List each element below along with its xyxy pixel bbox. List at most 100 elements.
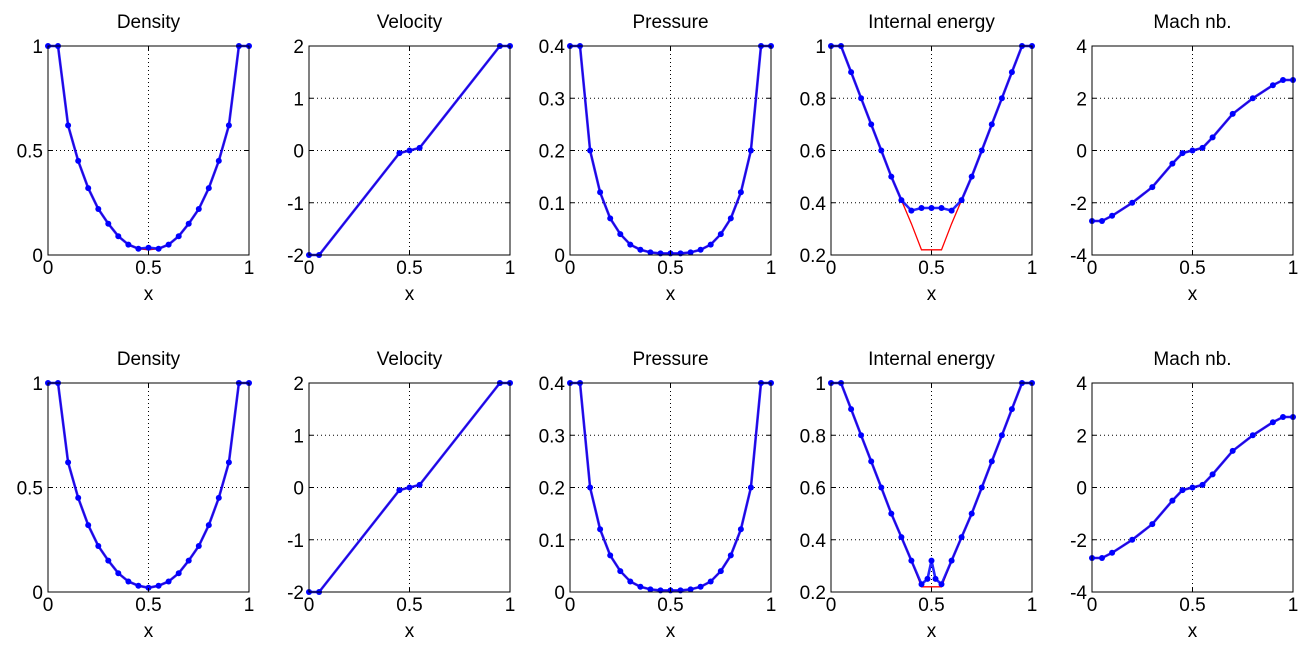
numerical-data-point xyxy=(1099,218,1105,224)
subplot-1: 0 0.5 1 0 0.5 1 Density x xyxy=(17,12,255,305)
x-tick-label: 0 xyxy=(43,258,54,279)
numerical-data-point xyxy=(105,557,112,564)
x-tick-label: 1 xyxy=(766,258,777,279)
numerical-data-point xyxy=(185,220,192,227)
numerical-data-point xyxy=(1129,199,1136,206)
x-tick-label: 1 xyxy=(1027,595,1038,616)
numerical-data-point xyxy=(1249,432,1256,439)
y-tick-label: 0 xyxy=(1076,142,1087,163)
numerical-data-point xyxy=(65,122,72,129)
subplot-title: Internal energy xyxy=(868,12,995,33)
numerical-data-point xyxy=(1179,150,1186,157)
y-tick-label: 0 xyxy=(1076,479,1087,500)
x-axis-label: x xyxy=(666,621,676,642)
numerical-data-point xyxy=(75,157,82,164)
numerical-data-point xyxy=(747,484,754,491)
numerical-data-point xyxy=(918,581,925,588)
y-tick-label: 0.1 xyxy=(539,531,565,552)
x-tick-label: 0.5 xyxy=(1179,258,1205,279)
numerical-data-point xyxy=(165,578,172,585)
numerical-data-point xyxy=(135,582,142,589)
subplot-4: 0 0.5 1 0.2 0.4 0.6 0.8 1 Internal energy x xyxy=(800,12,1038,305)
numerical-data-point xyxy=(205,185,212,192)
y-tick-label: 0.3 xyxy=(539,426,565,447)
numerical-data-point xyxy=(898,197,905,204)
exact-solution-line xyxy=(831,382,1032,588)
numerical-data-point xyxy=(968,510,975,517)
y-tick-label: -2 xyxy=(287,583,304,604)
numerical-data-point xyxy=(1249,95,1256,102)
x-tick-label: 0.5 xyxy=(135,595,161,616)
numerical-data-point xyxy=(988,458,995,465)
numerical-data-point xyxy=(978,147,985,154)
x-axis-label: x xyxy=(144,621,154,642)
numerical-data-point xyxy=(416,144,423,151)
numerical-data-point xyxy=(848,406,855,413)
x-tick-label: 1 xyxy=(766,595,777,616)
numerical-data-point xyxy=(878,484,885,491)
numerical-data-point xyxy=(1109,549,1116,556)
y-tick-label: 0.4 xyxy=(800,531,827,552)
x-axis-label: x xyxy=(1188,284,1198,305)
subplot-6: 0 0.5 1 0 0.5 1 Density x xyxy=(17,349,255,642)
numerical-data-point xyxy=(95,206,102,212)
y-tick-label: 2 xyxy=(293,374,304,395)
x-tick-label: 0 xyxy=(565,258,576,279)
numerical-data-point xyxy=(225,459,232,466)
y-tick-label: 0.8 xyxy=(800,426,826,447)
y-tick-label: 2 xyxy=(1076,426,1087,447)
subplot-title: Pressure xyxy=(632,12,708,33)
x-tick-label: 1 xyxy=(505,258,516,279)
y-tick-label: 0.4 xyxy=(539,374,566,395)
y-tick-label: -2 xyxy=(1070,194,1087,215)
subplot-title: Density xyxy=(117,349,181,370)
x-tick-label: 0.5 xyxy=(1179,595,1205,616)
numerical-data-point xyxy=(617,231,624,238)
subplot-title: Mach nb. xyxy=(1153,349,1231,370)
numerical-data-point xyxy=(1189,484,1196,491)
y-tick-label: 0.2 xyxy=(800,246,826,267)
exact-solution-line xyxy=(48,382,249,589)
numerical-data-point xyxy=(406,147,413,154)
x-tick-label: 0.5 xyxy=(396,595,422,616)
numerical-data-point xyxy=(215,494,222,501)
numerical-data-point xyxy=(878,147,885,154)
numerical-data-point xyxy=(1008,69,1015,76)
numerical-data-point xyxy=(932,575,939,582)
subplot-7: 0 0.5 1 -2 -1 0 1 2 Velocity x xyxy=(287,349,515,642)
numerical-data-point xyxy=(125,578,132,585)
y-tick-label: 4 xyxy=(1076,37,1087,58)
numerical-data-point xyxy=(998,432,1005,439)
numerical-data-point xyxy=(85,185,92,192)
numerical-data-point xyxy=(115,570,122,577)
numerical-data-point xyxy=(105,220,112,227)
numerical-data-point xyxy=(747,147,754,154)
numerical-data-point xyxy=(637,583,644,590)
numerical-data-point xyxy=(597,189,604,196)
numerical-data-point xyxy=(858,95,865,102)
x-axis-label: x xyxy=(1188,621,1198,642)
x-tick-label: 0.5 xyxy=(918,595,944,616)
x-axis-label: x xyxy=(927,621,937,642)
numerical-data-point xyxy=(607,552,614,559)
y-tick-label: 0.3 xyxy=(539,89,565,110)
numerical-data-point xyxy=(848,69,855,76)
numerical-data-point xyxy=(637,246,644,253)
numerical-data-point xyxy=(858,432,865,439)
numerical-data-point xyxy=(1209,471,1216,478)
numerical-data-point xyxy=(1199,481,1206,488)
x-tick-label: 0 xyxy=(565,595,576,616)
subplot-title: Mach nb. xyxy=(1153,12,1231,33)
subplot-2: 0 0.5 1 -2 -1 0 1 2 Velocity x xyxy=(287,12,515,305)
numerical-data-point xyxy=(627,241,634,248)
numerical-data-point xyxy=(416,481,423,488)
subplot-5: 0 0.5 1 -4 -2 0 2 4 Mach nb. x xyxy=(1070,12,1298,305)
numerical-data-point xyxy=(607,215,614,222)
numerical-data-point xyxy=(175,233,182,240)
y-tick-label: -4 xyxy=(1070,246,1087,267)
x-tick-label: 0.5 xyxy=(918,258,944,279)
numerical-data-point xyxy=(627,578,634,585)
y-tick-label: 1 xyxy=(815,37,826,58)
numerical-data-point xyxy=(1269,419,1276,426)
x-tick-label: 0 xyxy=(826,595,837,616)
